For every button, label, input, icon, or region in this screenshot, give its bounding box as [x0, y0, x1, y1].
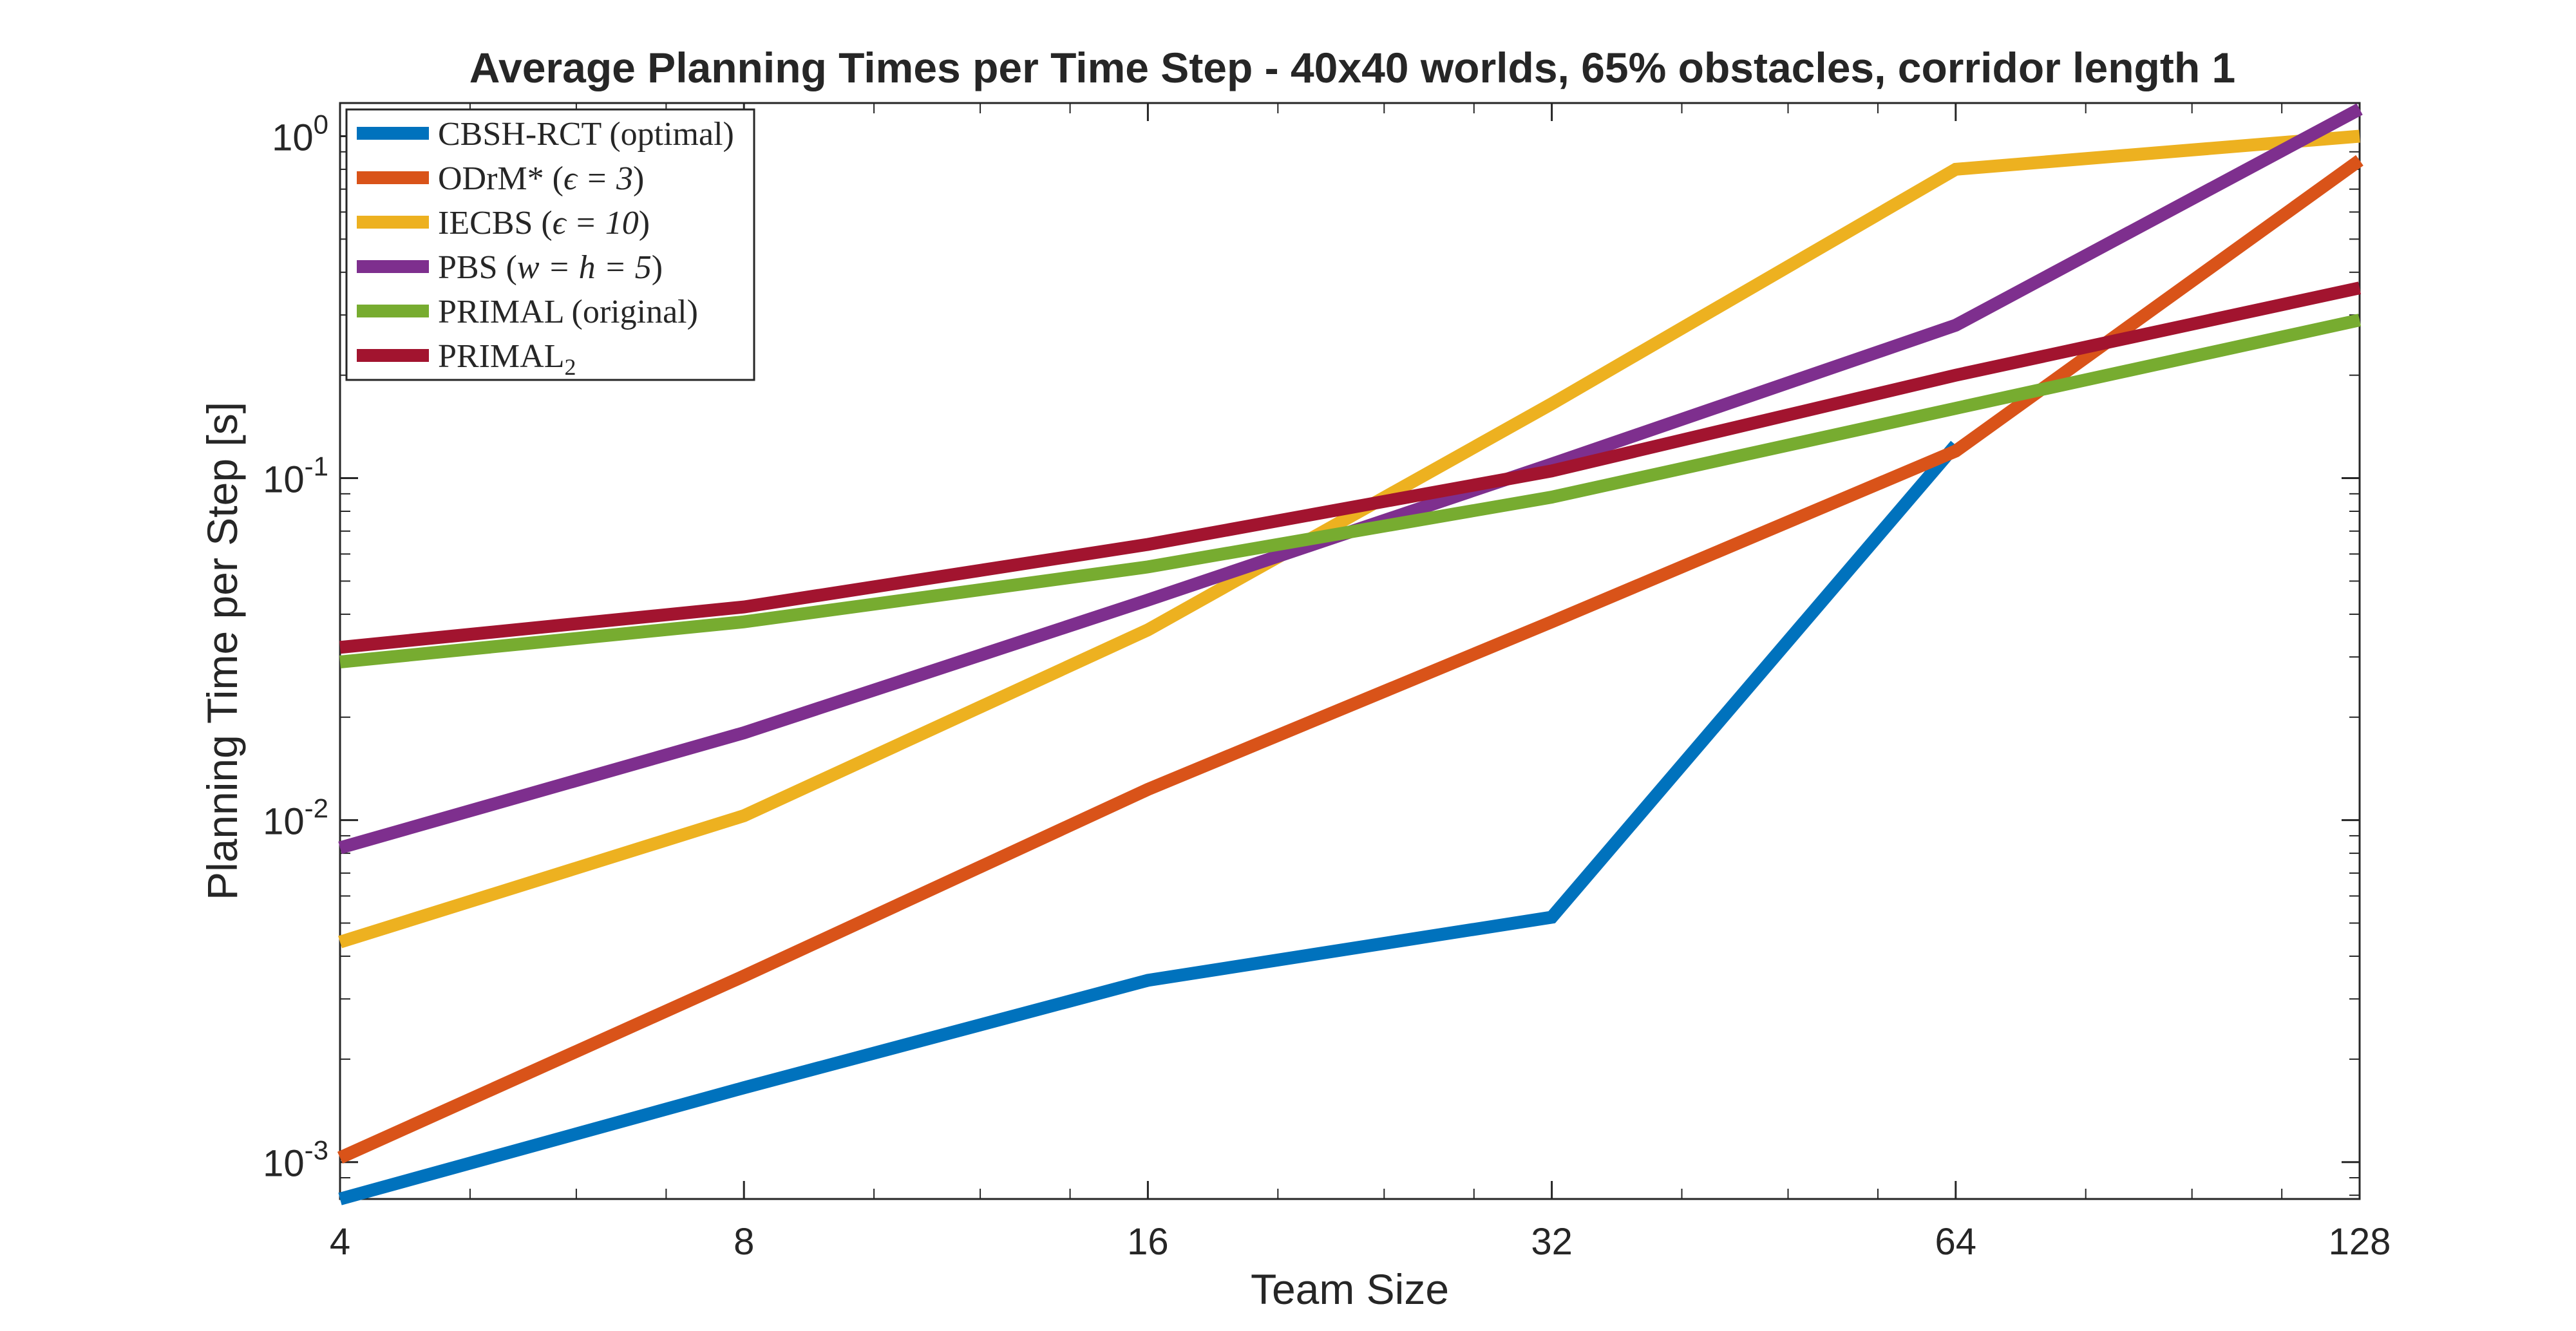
legend-label-main: IECBS ( — [438, 205, 553, 241]
y-tick-base: 10 — [263, 1143, 305, 1185]
legend-label-main: CBSH-RCT (optimal) — [438, 116, 734, 153]
legend-label-main: ODrM* ( — [438, 160, 564, 197]
x-tick-label: 4 — [330, 1221, 350, 1263]
x-axis-label: Team Size — [1251, 1265, 1449, 1313]
legend-label-main: PRIMAL (original) — [438, 294, 698, 330]
legend-label-main: PRIMAL — [438, 338, 564, 375]
y-tick-exponent: -3 — [305, 1135, 328, 1166]
series-lines — [337, 103, 2363, 1205]
x-tick-label: 16 — [1127, 1221, 1169, 1263]
y-tick-base: 10 — [263, 801, 305, 843]
y-tick-label: 10-3 — [263, 1135, 328, 1185]
x-tick-label: 32 — [1531, 1221, 1573, 1263]
y-tick-label: 10-1 — [263, 451, 328, 501]
legend-label: CBSH-RCT (optimal) — [438, 116, 734, 153]
legend-label: PBS (w = h = 5) — [438, 249, 663, 286]
legend-label-tail: ) — [639, 205, 650, 241]
x-tick-label: 8 — [734, 1221, 754, 1263]
x-tick-labels: 4 8 16 32 64 128 — [330, 1221, 2391, 1263]
y-tick-base: 10 — [272, 117, 314, 158]
legend-label: ODrM* (ϵ = 3) — [438, 160, 644, 197]
legend-label-main: PBS ( — [438, 249, 517, 286]
y-tick-label: 100 — [272, 109, 328, 158]
x-tick-label: 64 — [1935, 1221, 1977, 1263]
y-tick-base: 10 — [263, 459, 305, 501]
x-tick-label: 128 — [2329, 1221, 2391, 1263]
y-tick-exponent: -2 — [305, 793, 328, 824]
legend-label: PRIMAL (original) — [438, 294, 698, 330]
chart-title: Average Planning Times per Time Step - 4… — [469, 44, 2235, 91]
legend-label-tail: ) — [633, 160, 644, 197]
legend-label-math: w = h = 5 — [517, 249, 652, 286]
series-line-5 — [339, 281, 2362, 654]
series-line-1 — [337, 155, 2363, 1164]
y-tick-label: 10-2 — [263, 793, 328, 843]
series-line-2 — [338, 129, 2360, 949]
y-tick-exponent: 0 — [314, 109, 328, 139]
legend-label-math: ϵ = 3 — [564, 160, 633, 197]
legend-label-tail: ) — [652, 249, 663, 286]
legend-label-subscript: 2 — [564, 354, 576, 380]
series-line-4 — [339, 314, 2362, 668]
legend-label-math: ϵ = 10 — [553, 205, 639, 241]
legend-box — [345, 108, 755, 381]
series-line-0 — [338, 440, 1961, 1205]
legend-label: IECBS (ϵ = 10) — [438, 205, 650, 241]
legend-label: PRIMAL2 — [438, 338, 576, 380]
y-axis-label: Planning Time per Step [s] — [198, 402, 246, 900]
y-tick-exponent: -1 — [305, 451, 328, 482]
legend: CBSH-RCT (optimal)ODrM* (ϵ = 3)IECBS (ϵ … — [345, 108, 755, 381]
